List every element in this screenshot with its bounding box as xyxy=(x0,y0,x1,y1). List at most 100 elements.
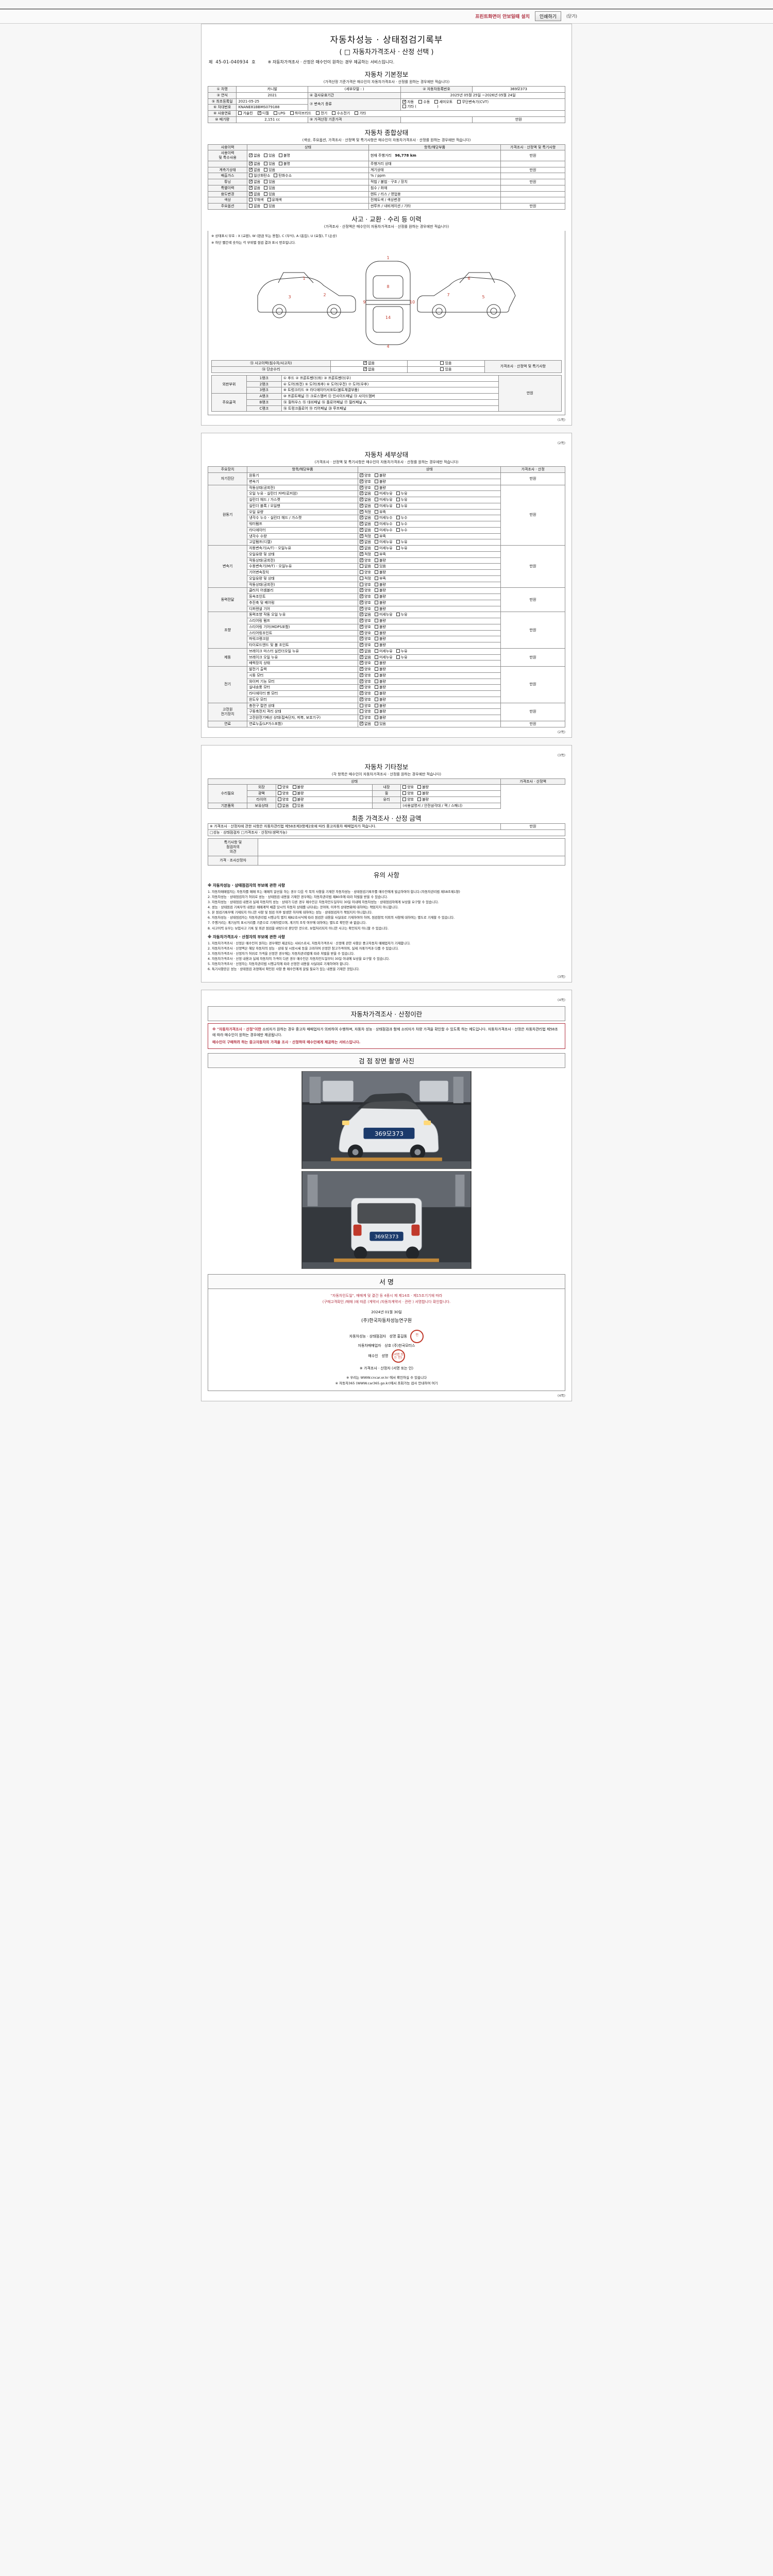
detail-state-6-3-opt-1[interactable]: 불량 xyxy=(374,685,386,690)
detail-state-1-8-opt-1[interactable]: 부족 xyxy=(374,534,386,539)
overall-state-3-opt-0[interactable]: 일산화탄소 xyxy=(249,174,270,178)
detail-price-0[interactable]: 만원 xyxy=(500,472,565,485)
detail-state-1-6-opt-0[interactable]: 없음 xyxy=(360,521,371,527)
overall-state-3-opt-1[interactable]: 탄화수소 xyxy=(274,174,292,178)
detail-state-3-0-opt-0[interactable]: 양호 xyxy=(360,587,371,593)
detail-state-4-0-opt-1[interactable]: 미세누유 xyxy=(374,613,393,617)
accident-none-option[interactable]: 없음 xyxy=(330,360,408,367)
detail-state-1-4-opt-1[interactable]: 부족 xyxy=(374,510,386,515)
etc-l-0-0-opt-0[interactable]: 양호 xyxy=(277,785,289,790)
detail-state-1-5-opt-1[interactable]: 미세누수 xyxy=(374,516,393,520)
detail-state-4-4-opt-1[interactable]: 불량 xyxy=(374,637,386,641)
detail-state-2-6-opt-1[interactable]: 불량 xyxy=(374,582,386,587)
detail-state-8-0-opt-1[interactable]: 있음 xyxy=(374,721,386,726)
trans-option-0[interactable]: 자동 xyxy=(402,99,414,105)
detail-state-6-4-opt-1[interactable]: 불량 xyxy=(374,691,386,696)
detail-state-3-3-opt-0[interactable]: 양호 xyxy=(360,606,371,612)
detail-price-5[interactable]: 만원 xyxy=(500,648,565,667)
etc-l-1-0-opt-0[interactable]: 없음 xyxy=(277,803,289,808)
detail-state-3-2-opt-1[interactable]: 불량 xyxy=(374,600,386,605)
detail-state-6-0-opt-1[interactable]: 불량 xyxy=(374,667,386,672)
etc-l-1-0-opt-1[interactable]: 있음 xyxy=(292,803,304,808)
detail-state-6-3-opt-0[interactable]: 양호 xyxy=(360,684,371,690)
detail-state-6-2-opt-0[interactable]: 양호 xyxy=(360,679,371,684)
detail-state-2-4-opt-1[interactable]: 불량 xyxy=(374,570,386,575)
signature-value-1[interactable]: 상호 (주)한국모터스 xyxy=(384,1343,415,1348)
overall-state-4-opt-1[interactable]: 있음 xyxy=(264,180,275,184)
detail-state-1-5-opt-0[interactable]: 없음 xyxy=(360,515,371,520)
signature-value-2[interactable]: 성명 xyxy=(381,1353,389,1358)
fuel-option-4[interactable]: 전기 xyxy=(316,111,327,116)
detail-state-6-0-opt-0[interactable]: 양호 xyxy=(360,666,371,672)
trans-option-etc[interactable]: 기타 () xyxy=(402,104,439,109)
overall-state-0-opt-0[interactable]: 없음 xyxy=(249,152,260,158)
detail-state-5-1-opt-1[interactable]: 미세누유 xyxy=(374,655,393,660)
overall-state-0-opt-2[interactable]: 불명 xyxy=(279,153,290,158)
detail-state-6-2-opt-1[interactable]: 불량 xyxy=(374,679,386,684)
overall-price-1[interactable] xyxy=(500,160,565,167)
detail-state-6-5-opt-1[interactable]: 불량 xyxy=(374,697,386,702)
detail-state-1-3-opt-0[interactable]: 없음 xyxy=(360,503,371,509)
detail-state-5-0-opt-1[interactable]: 미세누유 xyxy=(374,649,393,654)
detail-state-2-2-opt-0[interactable]: 양호 xyxy=(360,557,371,563)
overall-state-2-opt-1[interactable]: 있음 xyxy=(264,167,275,173)
etc-r-0-2-opt-0[interactable]: 양호 xyxy=(402,797,414,802)
etc-r-0-0-opt-1[interactable]: 불량 xyxy=(417,785,429,790)
detail-state-2-3-opt-1[interactable]: 있음 xyxy=(374,564,386,569)
detail-price-6[interactable]: 만원 xyxy=(500,666,565,703)
value-price-base[interactable] xyxy=(400,116,473,123)
detail-state-4-0-opt-0[interactable]: 없음 xyxy=(360,612,371,617)
detail-state-1-8-opt-0[interactable]: 적정 xyxy=(360,533,371,539)
fuel-option-6[interactable]: 기타 xyxy=(355,111,366,116)
detail-price-2[interactable]: 만원 xyxy=(500,545,565,588)
print-button[interactable]: 인쇄하기 xyxy=(534,11,562,21)
overall-price-7[interactable] xyxy=(500,197,565,204)
etc-l-0-0-opt-1[interactable]: 불량 xyxy=(292,785,304,790)
overall-state-1-opt-2[interactable]: 불명 xyxy=(279,161,290,166)
detail-state-2-1-opt-0[interactable]: 적정 xyxy=(360,551,371,557)
detail-state-4-0-opt-2[interactable]: 누유 xyxy=(396,613,408,617)
detail-state-1-3-opt-1[interactable]: 미세누유 xyxy=(374,503,393,509)
detail-price-1[interactable]: 만원 xyxy=(500,484,565,546)
detail-state-0-0-opt-1[interactable]: 불량 xyxy=(374,473,386,478)
etc-r-0-1-opt-0[interactable]: 양호 xyxy=(402,791,414,796)
detail-state-2-2-opt-1[interactable]: 불량 xyxy=(374,558,386,563)
overall-price-4[interactable]: 만원 xyxy=(500,179,565,185)
detail-state-3-1-opt-1[interactable]: 불량 xyxy=(374,595,386,599)
accident-yes-option[interactable]: 있음 xyxy=(407,360,485,367)
detail-state-2-3-opt-0[interactable]: 없음 xyxy=(360,564,371,569)
detail-state-5-1-opt-0[interactable]: 없음 xyxy=(360,654,371,660)
detail-state-1-9-opt-0[interactable]: 없음 xyxy=(360,539,371,545)
detail-state-1-7-opt-1[interactable]: 미세누수 xyxy=(374,528,393,533)
detail-state-5-2-opt-0[interactable]: 양호 xyxy=(360,660,371,666)
detail-state-7-0-opt-0[interactable]: 양호 xyxy=(360,703,371,708)
detail-state-7-1-opt-0[interactable]: 양호 xyxy=(360,709,371,714)
detail-state-1-1-opt-2[interactable]: 누유 xyxy=(396,492,408,496)
overall-state-7-opt-1[interactable]: 유채색 xyxy=(267,198,282,202)
detail-state-3-2-opt-0[interactable]: 양호 xyxy=(360,600,371,605)
detail-state-1-2-opt-1[interactable]: 미세누유 xyxy=(374,498,393,502)
detail-state-2-6-opt-0[interactable]: 양호 xyxy=(360,582,371,587)
fuel-option-1[interactable]: 디젤 xyxy=(258,110,269,116)
detail-price-3[interactable]: 만원 xyxy=(500,587,565,613)
detail-state-4-1-opt-1[interactable]: 불량 xyxy=(374,619,386,623)
overall-state-0-opt-1[interactable]: 있음 xyxy=(264,153,275,158)
detail-state-7-0-opt-1[interactable]: 불량 xyxy=(374,703,386,708)
detail-state-1-9-opt-1[interactable]: 미세누유 xyxy=(374,540,393,545)
detail-state-2-4-opt-0[interactable]: 양호 xyxy=(360,570,371,575)
fuel-option-3[interactable]: 하이브리드 xyxy=(290,111,311,116)
trans-option-2[interactable]: 세미오토 xyxy=(434,100,452,105)
detail-state-1-6-opt-1[interactable]: 미세누수 xyxy=(374,522,393,527)
detail-state-6-4-opt-0[interactable]: 양호 xyxy=(360,690,371,696)
detail-state-1-7-opt-0[interactable]: 없음 xyxy=(360,527,371,533)
etc-r-0-0-opt-0[interactable]: 양호 xyxy=(402,785,414,790)
detail-state-4-3-opt-0[interactable]: 양호 xyxy=(360,630,371,636)
detail-state-1-1-opt-1[interactable]: 미세누유 xyxy=(374,492,393,496)
overall-state-8-opt-1[interactable]: 있음 xyxy=(264,204,275,209)
detail-price-7[interactable]: 만원 xyxy=(500,702,565,721)
detail-state-5-2-opt-1[interactable]: 불량 xyxy=(374,661,386,666)
overall-state-1-opt-1[interactable]: 있음 xyxy=(264,161,275,166)
overall-price-6[interactable] xyxy=(500,191,565,198)
detail-state-3-3-opt-1[interactable]: 불량 xyxy=(374,606,386,612)
close-link[interactable]: (닫기) xyxy=(566,14,577,19)
